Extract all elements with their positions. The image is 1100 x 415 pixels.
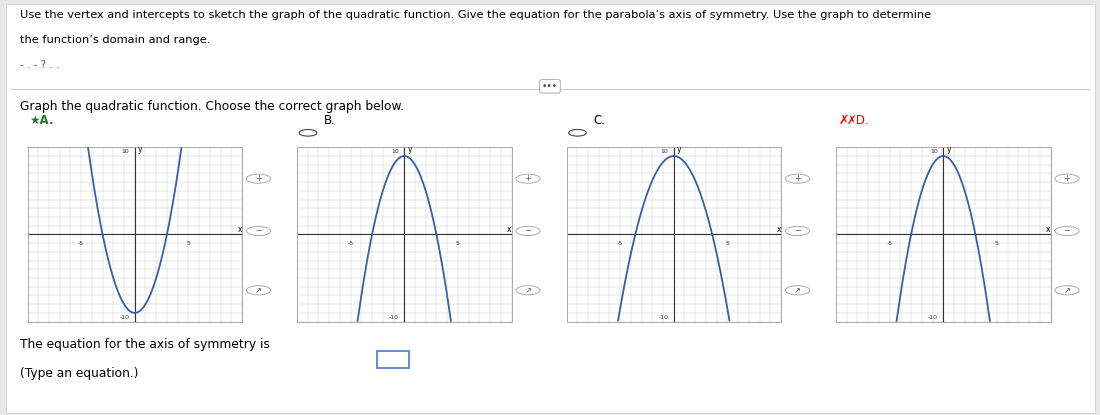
Text: -10: -10 [389, 315, 399, 320]
Text: -10: -10 [928, 315, 938, 320]
Text: +: + [1064, 174, 1070, 183]
Circle shape [246, 227, 271, 236]
Circle shape [1055, 227, 1079, 236]
Circle shape [1055, 286, 1079, 295]
FancyBboxPatch shape [377, 351, 409, 368]
Text: ↗: ↗ [525, 286, 531, 295]
Text: 10: 10 [661, 149, 669, 154]
Text: −: − [1064, 227, 1070, 235]
Text: -5: -5 [78, 242, 85, 247]
Circle shape [246, 286, 271, 295]
Text: 10: 10 [122, 149, 130, 154]
Text: ↗: ↗ [794, 286, 801, 295]
Text: +: + [255, 174, 262, 183]
Text: x: x [1046, 225, 1050, 234]
Text: x: x [777, 225, 781, 234]
Circle shape [516, 174, 540, 183]
Text: Graph the quadratic function. Choose the correct graph below.: Graph the quadratic function. Choose the… [20, 100, 404, 112]
Text: - . - ? . .: - . - ? . . [20, 60, 59, 70]
Text: −: − [794, 227, 801, 235]
Text: x: x [507, 225, 512, 234]
Text: The equation for the axis of symmetry is: The equation for the axis of symmetry is [20, 338, 270, 351]
Text: -10: -10 [120, 315, 130, 320]
Text: ✗: ✗ [838, 114, 849, 127]
Text: -5: -5 [348, 242, 354, 247]
Text: x: x [238, 225, 242, 234]
Text: -5: -5 [887, 242, 893, 247]
Text: y: y [138, 144, 142, 154]
Text: 5: 5 [725, 242, 729, 247]
Text: (Type an equation.): (Type an equation.) [20, 367, 139, 380]
Text: ↗: ↗ [255, 286, 262, 295]
Text: −: − [255, 227, 262, 235]
Text: B.: B. [323, 114, 336, 127]
FancyBboxPatch shape [6, 4, 1094, 413]
Text: the function’s domain and range.: the function’s domain and range. [20, 35, 210, 45]
Text: Use the vertex and intercepts to sketch the graph of the quadratic function. Giv: Use the vertex and intercepts to sketch … [20, 10, 931, 20]
Text: ★A.: ★A. [30, 114, 54, 127]
Text: -10: -10 [659, 315, 669, 320]
Text: −: − [525, 227, 531, 235]
Circle shape [785, 227, 810, 236]
Text: 5: 5 [186, 242, 190, 247]
Text: +: + [794, 174, 801, 183]
Circle shape [516, 286, 540, 295]
Text: C.: C. [593, 114, 605, 127]
Circle shape [785, 174, 810, 183]
Circle shape [569, 129, 586, 136]
Circle shape [246, 174, 271, 183]
Text: 10: 10 [931, 149, 938, 154]
Text: •••: ••• [542, 82, 558, 91]
Text: y: y [946, 144, 950, 154]
Text: 10: 10 [392, 149, 399, 154]
Text: 5: 5 [455, 242, 460, 247]
Text: y: y [407, 144, 411, 154]
Circle shape [516, 227, 540, 236]
Text: ✗D.: ✗D. [847, 114, 870, 127]
Text: 5: 5 [994, 242, 999, 247]
Circle shape [1055, 174, 1079, 183]
Circle shape [299, 129, 317, 136]
Text: ↗: ↗ [1064, 286, 1070, 295]
Text: +: + [525, 174, 531, 183]
Text: y: y [676, 144, 681, 154]
Circle shape [785, 286, 810, 295]
Text: -5: -5 [617, 242, 624, 247]
